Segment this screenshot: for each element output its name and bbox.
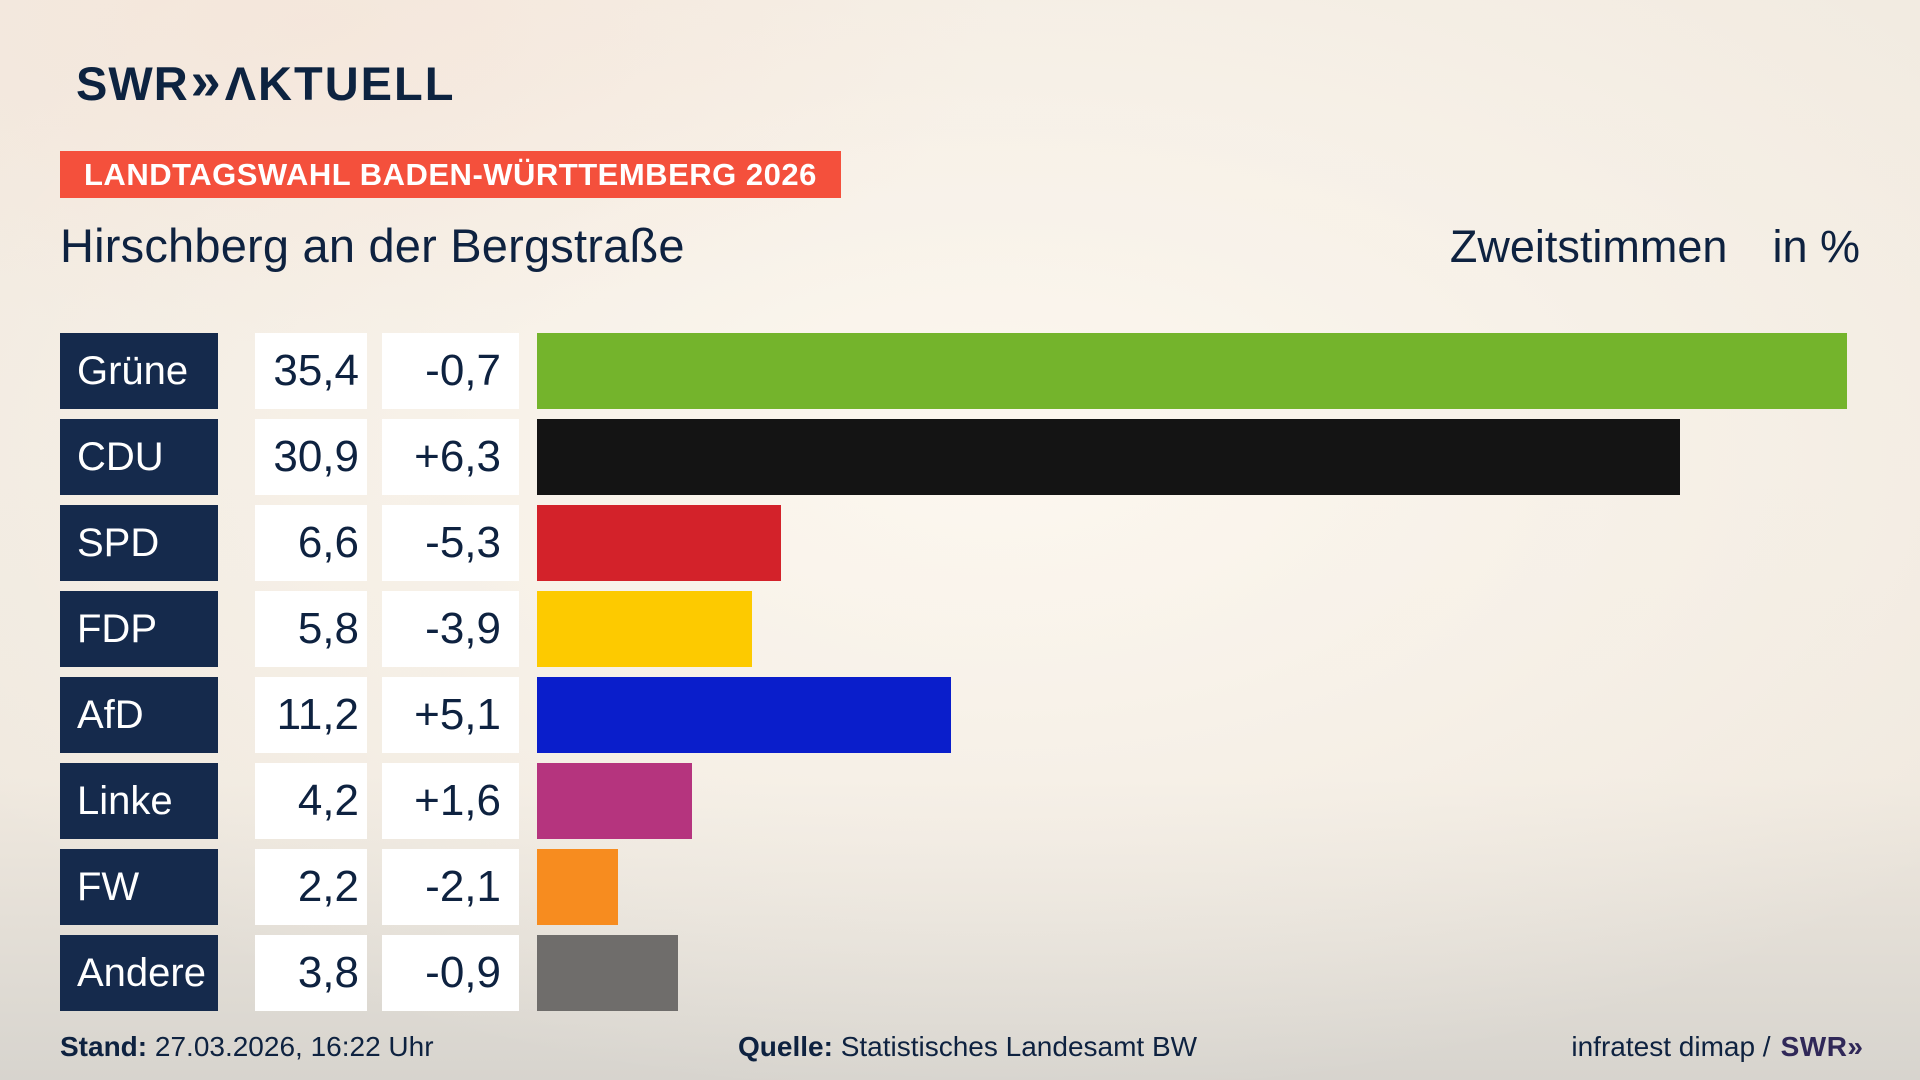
value-cell: 30,9 xyxy=(255,419,367,495)
bar xyxy=(537,677,951,753)
chart-row: Linke 4,2 +1,6 xyxy=(60,763,1860,839)
chart-row: CDU 30,9 +6,3 xyxy=(60,419,1860,495)
chart-row: FDP 5,8 -3,9 xyxy=(60,591,1860,667)
chart-row: SPD 6,6 -5,3 xyxy=(60,505,1860,581)
vote-type-label: Zweitstimmen in % xyxy=(1450,221,1860,273)
source-label: Quelle: xyxy=(738,1031,833,1062)
municipality-title: Hirschberg an der Bergstraße xyxy=(60,219,685,272)
party-label: SPD xyxy=(60,505,218,581)
value-cell: 3,8 xyxy=(255,935,367,1011)
source-value: Statistisches Landesamt BW xyxy=(840,1031,1198,1062)
bar xyxy=(537,505,781,581)
chart-row: AfD 11,2 +5,1 xyxy=(60,677,1860,753)
logo-swr-text: SWR xyxy=(76,57,189,110)
swr-aktuell-logo: SWR » ΛKTUELL xyxy=(76,50,456,111)
change-cell: +5,1 xyxy=(382,677,519,753)
bar xyxy=(537,849,618,925)
value-cell: 35,4 xyxy=(255,333,367,409)
value-cell: 11,2 xyxy=(255,677,367,753)
stand-timestamp: Stand: 27.03.2026, 16:22 Uhr xyxy=(60,1031,434,1063)
swr-mini-logo: SWR» xyxy=(1780,1031,1863,1063)
bar xyxy=(537,935,678,1011)
change-cell: +1,6 xyxy=(382,763,519,839)
value-cell: 6,6 xyxy=(255,505,367,581)
party-label: Andere xyxy=(60,935,218,1011)
mini-double-chevron-icon: » xyxy=(1847,1031,1862,1062)
stand-label: Stand: xyxy=(60,1031,148,1062)
source-note: Quelle: Statistisches Landesamt BW xyxy=(738,1031,1197,1063)
party-label: FDP xyxy=(60,591,218,667)
election-banner: LANDTAGSWAHL BADEN-WÜRTTEMBERG 2026 xyxy=(60,151,841,198)
change-cell: +6,3 xyxy=(382,419,519,495)
logo-aktuell-text: ΛKTUELL xyxy=(224,57,456,110)
mini-logo-swr-text: SWR xyxy=(1780,1031,1848,1062)
credit-note: infratest dimap / SWR» xyxy=(1571,1031,1863,1063)
chart-row: Grüne 35,4 -0,7 xyxy=(60,333,1860,409)
value-cell: 5,8 xyxy=(255,591,367,667)
party-label: Linke xyxy=(60,763,218,839)
party-label: CDU xyxy=(60,419,218,495)
stand-value: 27.03.2026, 16:22 Uhr xyxy=(154,1031,434,1062)
value-cell: 4,2 xyxy=(255,763,367,839)
chart-row: Andere 3,8 -0,9 xyxy=(60,935,1860,1011)
bar xyxy=(537,591,752,667)
bar xyxy=(537,419,1680,495)
change-cell: -0,9 xyxy=(382,935,519,1011)
double-chevron-icon: » xyxy=(190,50,221,111)
title-row: Hirschberg an der Bergstraße Zweitstimme… xyxy=(60,218,1860,273)
party-label: FW xyxy=(60,849,218,925)
value-cell: 2,2 xyxy=(255,849,367,925)
bar xyxy=(537,333,1847,409)
vote-type-text: Zweitstimmen xyxy=(1449,221,1728,272)
party-label: Grüne xyxy=(60,333,218,409)
chart-row: FW 2,2 -2,1 xyxy=(60,849,1860,925)
change-cell: -3,9 xyxy=(382,591,519,667)
unit-label: in % xyxy=(1772,221,1860,272)
bar xyxy=(537,763,692,839)
credit-text: infratest dimap / xyxy=(1571,1031,1771,1062)
change-cell: -5,3 xyxy=(382,505,519,581)
bar-chart: Grüne 35,4 -0,7 CDU 30,9 +6,3 SPD 6,6 -5… xyxy=(60,333,1860,1021)
change-cell: -2,1 xyxy=(382,849,519,925)
party-label: AfD xyxy=(60,677,218,753)
change-cell: -0,7 xyxy=(382,333,519,409)
